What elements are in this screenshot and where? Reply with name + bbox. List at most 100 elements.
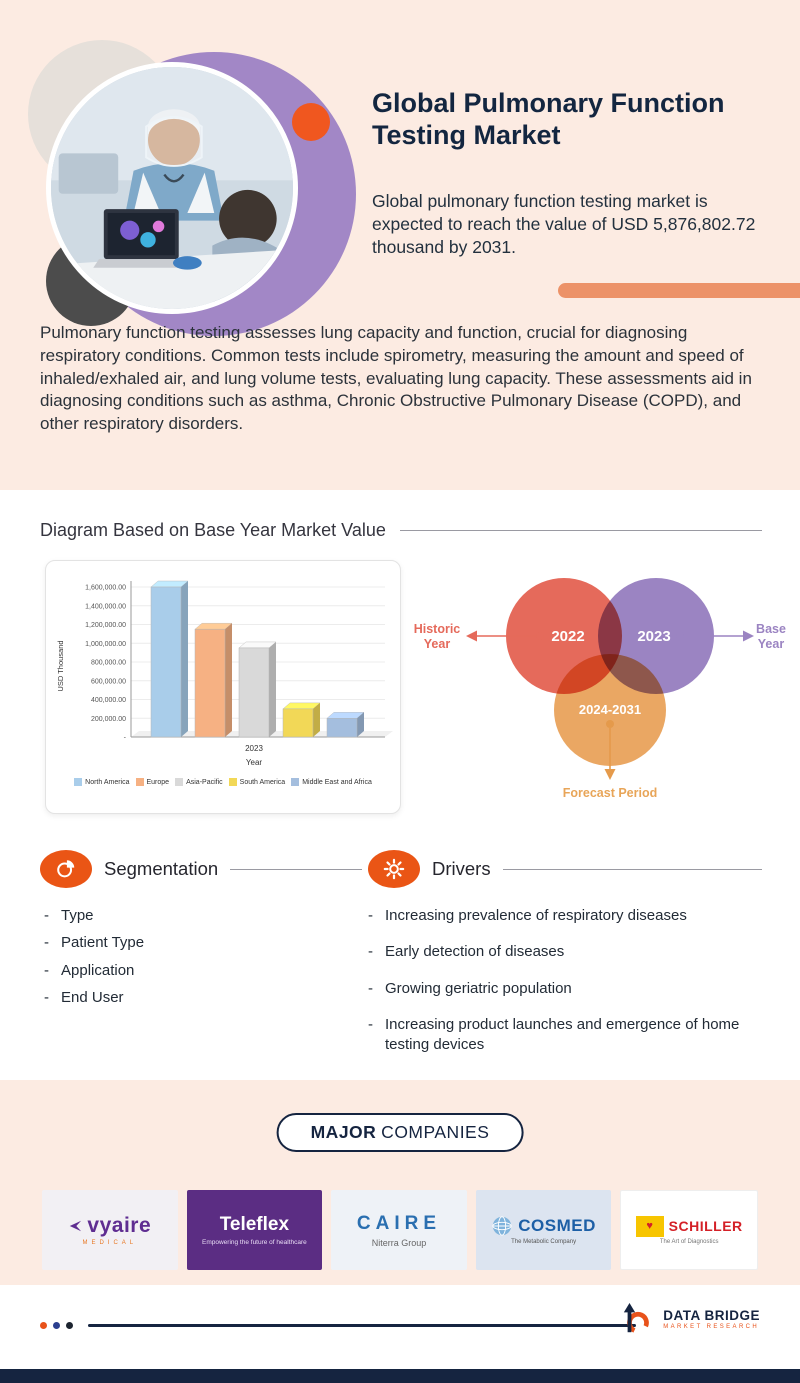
schiller-tagline: The Art of Diagnostics bbox=[659, 1238, 719, 1245]
hero-section: Global Pulmonary Function Testing Market… bbox=[0, 0, 800, 490]
dot-blue bbox=[53, 1322, 60, 1329]
dash-bullet: - bbox=[368, 979, 373, 997]
legend-item: Middle East and Africa bbox=[291, 778, 372, 786]
hero-photo bbox=[46, 62, 298, 314]
schiller-heart-icon: ♥ bbox=[635, 1215, 664, 1237]
list-item: - Type bbox=[44, 906, 334, 926]
dot-orange bbox=[40, 1322, 47, 1329]
teleflex-logo: Teleflex Empowering the future of health… bbox=[186, 1190, 323, 1270]
forecast-arrow-head bbox=[604, 769, 616, 780]
segmentation-item-label: Patient Type bbox=[61, 934, 145, 952]
major-companies-section: MAJOR COMPANIES vyaire MEDICAL Teleflex … bbox=[0, 1080, 800, 1285]
major-label: MAJOR bbox=[310, 1122, 377, 1142]
caire-logo: CAIRE Niterra Group bbox=[331, 1190, 467, 1270]
dash-bullet: - bbox=[44, 961, 49, 979]
caire-name: CAIRE bbox=[356, 1212, 442, 1234]
base-arrow-dot bbox=[676, 632, 684, 640]
svg-text:USD Thousand: USD Thousand bbox=[56, 640, 65, 691]
brand-name: DATA BRIDGE bbox=[663, 1308, 760, 1323]
teleflex-name: Teleflex bbox=[219, 1214, 290, 1235]
drivers-title: Drivers bbox=[432, 858, 491, 879]
forecast-period-value: 2024-2031 bbox=[579, 702, 641, 717]
drivers-rule bbox=[502, 868, 762, 870]
gear-icon bbox=[368, 850, 420, 888]
segmentation-list: - Type - Patient Type - Application - End Us… bbox=[44, 906, 334, 1015]
segmentation-item-label: Type bbox=[61, 907, 94, 924]
drivers-header: Drivers bbox=[368, 850, 762, 888]
diagram-section-header: Diagram Based on Base Year Market Value bbox=[40, 520, 762, 541]
vyaire-tagline: MEDICAL bbox=[82, 1240, 138, 1246]
dash-bullet: - bbox=[44, 907, 49, 924]
svg-text:-: - bbox=[124, 735, 127, 742]
historic-arrow-head bbox=[466, 630, 477, 642]
driver-item-label: Increasing prevalence of respiratory dis… bbox=[385, 907, 687, 924]
footer-divider-line bbox=[88, 1324, 636, 1327]
list-item: - Patient Type bbox=[44, 933, 334, 953]
cosmed-tagline: The Metabolic Company bbox=[511, 1239, 577, 1245]
historic-arrow-dot bbox=[536, 632, 544, 640]
historic-year-label-line2: Year bbox=[424, 637, 451, 651]
bar-chart: 1,600,000.00 1,400,000.00 1,200,000.00 1,00… bbox=[46, 571, 400, 773]
base-year-label-line2: Year bbox=[758, 637, 785, 651]
list-item: - Early detection of diseases bbox=[368, 942, 768, 962]
year-venn-diagram: Historic Year Base Year Forecast Period … bbox=[408, 564, 793, 814]
cosmed-logo: COSMED The Metabolic Company bbox=[475, 1190, 612, 1270]
svg-text:1,000,000.00: 1,000,000.00 bbox=[85, 641, 126, 648]
brand-tagline: MARKET RESEARCH bbox=[663, 1324, 760, 1330]
svg-text:1,200,000.00: 1,200,000.00 bbox=[85, 622, 126, 629]
companies-label: COMPANIES bbox=[381, 1122, 490, 1142]
dash-bullet: - bbox=[368, 1015, 373, 1033]
cosmed-name: COSMED bbox=[518, 1216, 596, 1235]
driver-item-label: Growing geriatric population bbox=[385, 979, 572, 997]
driver-item-label: Increasing product launches and emergenc… bbox=[385, 1015, 740, 1053]
teleflex-tagline: Empowering the future of healthcare bbox=[201, 1239, 307, 1246]
list-item: - Increasing prevalence of respiratory di… bbox=[368, 906, 768, 926]
decor-orange-dot bbox=[292, 103, 330, 141]
base-year-label-line1: Base bbox=[756, 622, 786, 636]
vyaire-bird-icon bbox=[70, 1220, 82, 1232]
drivers-list: - Increasing prevalence of respiratory di… bbox=[368, 906, 768, 1071]
svg-text:1,400,000.00: 1,400,000.00 bbox=[85, 603, 126, 610]
hero-subtitle: Global pulmonary function testing market… bbox=[372, 191, 756, 257]
segmentation-item-label: End User bbox=[61, 988, 124, 1006]
vyaire-name: vyaire bbox=[87, 1214, 152, 1237]
historic-year-label-line1: Historic bbox=[414, 622, 461, 636]
segmentation-header: Segmentation bbox=[40, 850, 362, 888]
chart-legend: North America Europe Asia-Pacific South Ame… bbox=[46, 778, 400, 786]
svg-text:Year: Year bbox=[246, 758, 263, 767]
list-item: - Increasing product launches and emergen… bbox=[368, 1015, 768, 1056]
svg-text:1,600,000.00: 1,600,000.00 bbox=[85, 585, 126, 592]
list-item: - Application bbox=[44, 961, 334, 981]
venn-forecast-circle bbox=[554, 654, 666, 766]
bottom-navy-bar bbox=[0, 1369, 800, 1383]
company-logos-row: vyaire MEDICAL Teleflex Empowering the f… bbox=[42, 1190, 758, 1270]
svg-text:800,000.00: 800,000.00 bbox=[91, 660, 126, 667]
footer-dots bbox=[40, 1322, 73, 1329]
legend-item: South America bbox=[228, 778, 285, 786]
segmentation-title: Segmentation bbox=[104, 858, 219, 879]
dash-bullet: - bbox=[44, 988, 49, 1006]
forecast-arrow-dot bbox=[606, 720, 614, 728]
hero-description: Pulmonary function testing assesses lung… bbox=[40, 323, 752, 434]
pie-chart-icon bbox=[40, 850, 92, 888]
svg-text:200,000.00: 200,000.00 bbox=[91, 716, 126, 723]
hero-photo-illustration bbox=[51, 67, 293, 309]
diagram-section-title: Diagram Based on Base Year Market Value bbox=[40, 520, 386, 540]
list-item: - End User bbox=[44, 988, 334, 1008]
dash-bullet: - bbox=[368, 943, 373, 961]
data-bridge-logo: DATA BRIDGE MARKET RESEARCH bbox=[621, 1302, 760, 1336]
segmentation-item-label: Application bbox=[61, 961, 135, 979]
diagram-section-rule bbox=[399, 530, 762, 531]
historic-year-value: 2022 bbox=[551, 628, 584, 645]
vyaire-logo: vyaire MEDICAL bbox=[42, 1190, 178, 1270]
legend-item: Europe bbox=[135, 778, 169, 786]
dash-bullet: - bbox=[44, 934, 49, 952]
dot-navy bbox=[66, 1322, 73, 1329]
base-arrow-head bbox=[743, 630, 754, 642]
legend-item: Asia-Pacific bbox=[175, 778, 223, 786]
major-companies-badge: MAJOR COMPANIES bbox=[276, 1113, 524, 1152]
schiller-name: SCHILLER bbox=[668, 1218, 743, 1234]
dash-bullet: - bbox=[368, 907, 373, 924]
svg-text:400,000.00: 400,000.00 bbox=[91, 697, 126, 704]
